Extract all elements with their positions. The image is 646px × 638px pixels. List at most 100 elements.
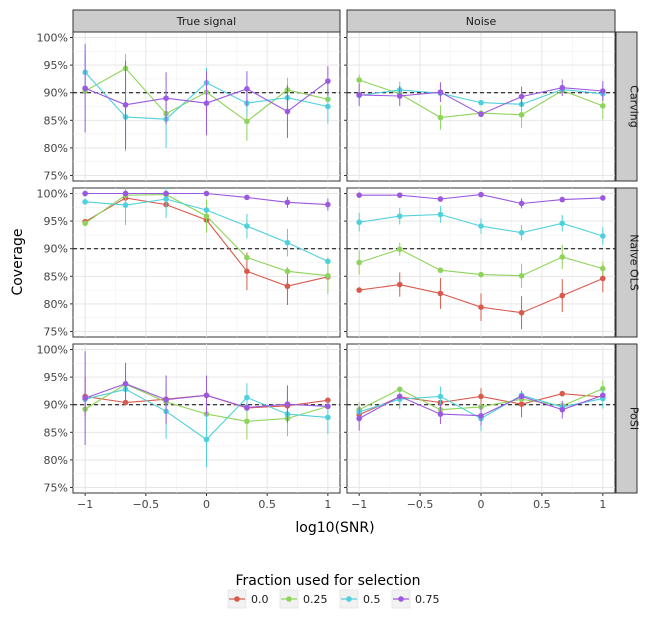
data-point xyxy=(325,258,331,265)
x-tick-label: 0.5 xyxy=(258,498,276,511)
data-point xyxy=(325,78,331,84)
data-point xyxy=(244,404,250,411)
x-tick-label: −1 xyxy=(77,498,93,511)
y-tick-label: 75% xyxy=(44,169,68,182)
data-point xyxy=(163,190,169,197)
y-tick-label: 85% xyxy=(44,270,68,283)
data-point xyxy=(244,394,250,401)
row-strip-posi: PoSI xyxy=(615,343,641,494)
data-point xyxy=(284,108,291,115)
data-point xyxy=(600,103,606,109)
data-point xyxy=(203,100,210,106)
data-point xyxy=(122,380,129,387)
y-tick-label: 95% xyxy=(44,215,68,228)
legend-entry-0-5: 0.5 xyxy=(339,589,381,609)
data-point xyxy=(478,111,484,118)
data-point xyxy=(356,92,362,98)
row-strip-label: PoSI xyxy=(628,407,641,430)
x-tick-label: 0 xyxy=(478,498,485,511)
data-point xyxy=(122,102,129,108)
data-point xyxy=(518,229,525,236)
y-tick-label: 100% xyxy=(37,344,68,357)
legend-entry-label: 0.25 xyxy=(303,593,328,606)
data-point xyxy=(203,190,210,197)
data-point xyxy=(244,118,250,125)
y-tick-label: 80% xyxy=(44,454,68,467)
data-point xyxy=(244,223,250,229)
data-point xyxy=(325,201,331,208)
data-point xyxy=(559,254,566,260)
data-point xyxy=(396,246,403,253)
data-point xyxy=(244,86,250,92)
legend-entry-label: 0.75 xyxy=(415,593,440,606)
legend-entry-label: 0.5 xyxy=(363,593,381,606)
strip-background xyxy=(615,187,638,338)
y-tick-label: 100% xyxy=(37,32,68,45)
x-tick-label: −0.5 xyxy=(132,498,159,511)
data-point xyxy=(244,418,250,425)
data-point xyxy=(163,196,169,202)
axes: log10(SNR) Coverage 75% 80% 85% 90% 95% 100% 7… xyxy=(10,32,606,536)
data-point xyxy=(163,95,169,102)
series-0-0 xyxy=(356,264,606,330)
data-point xyxy=(518,200,525,207)
data-point xyxy=(600,392,606,399)
data-point xyxy=(284,283,291,290)
y-tick-label: 90% xyxy=(44,87,68,100)
strip-background xyxy=(72,9,341,33)
data-point xyxy=(437,89,444,95)
data-point xyxy=(82,85,88,92)
legend-key-point xyxy=(286,596,292,602)
panel-naive-ols-noise xyxy=(346,187,616,338)
panel-carving-noise xyxy=(346,31,616,182)
data-point xyxy=(284,239,291,246)
data-point xyxy=(396,281,403,288)
x-tick-label: 1 xyxy=(599,498,606,511)
legend-key-point xyxy=(234,596,240,602)
legend-key-point xyxy=(346,596,352,602)
data-point xyxy=(325,397,331,404)
legend-title: Fraction used for selection xyxy=(235,573,420,589)
panel-posi-true-signal xyxy=(72,343,341,494)
data-point xyxy=(437,393,444,400)
data-point xyxy=(478,271,484,278)
data-point xyxy=(244,268,250,275)
data-point xyxy=(82,190,88,197)
data-point xyxy=(163,396,169,403)
x-tick-label: 1 xyxy=(324,498,331,511)
data-point xyxy=(600,275,606,282)
data-point xyxy=(203,436,210,443)
data-point xyxy=(356,415,362,422)
series-0-75 xyxy=(82,44,331,149)
x-axis-label: log10(SNR) xyxy=(295,520,374,536)
x-tick-label: 0 xyxy=(203,498,210,511)
data-point xyxy=(559,406,566,413)
data-point xyxy=(122,202,129,208)
row-strip-label: Naive OLS xyxy=(628,234,641,291)
data-point xyxy=(478,223,484,229)
legend-key-point xyxy=(398,596,404,602)
data-point xyxy=(82,198,88,205)
series-0-75 xyxy=(82,351,331,445)
data-point xyxy=(82,220,88,227)
data-point xyxy=(600,195,606,201)
panel-posi-noise xyxy=(346,343,616,494)
data-point xyxy=(478,191,484,198)
data-point xyxy=(518,272,525,279)
panel-carving-true-signal xyxy=(72,31,341,182)
data-point xyxy=(600,265,606,272)
data-point xyxy=(437,290,444,297)
data-point xyxy=(559,292,566,299)
data-point xyxy=(478,393,484,400)
data-point xyxy=(396,192,403,198)
data-point xyxy=(284,268,291,275)
y-tick-label: 75% xyxy=(44,325,68,338)
column-strip-label: Noise xyxy=(466,15,497,28)
y-tick-label: 100% xyxy=(37,188,68,201)
data-point xyxy=(203,392,210,399)
y-tick-label: 95% xyxy=(44,371,68,384)
strip-background xyxy=(615,343,638,494)
data-point xyxy=(356,77,362,83)
y-tick-label: 85% xyxy=(44,426,68,439)
data-point xyxy=(356,192,362,198)
